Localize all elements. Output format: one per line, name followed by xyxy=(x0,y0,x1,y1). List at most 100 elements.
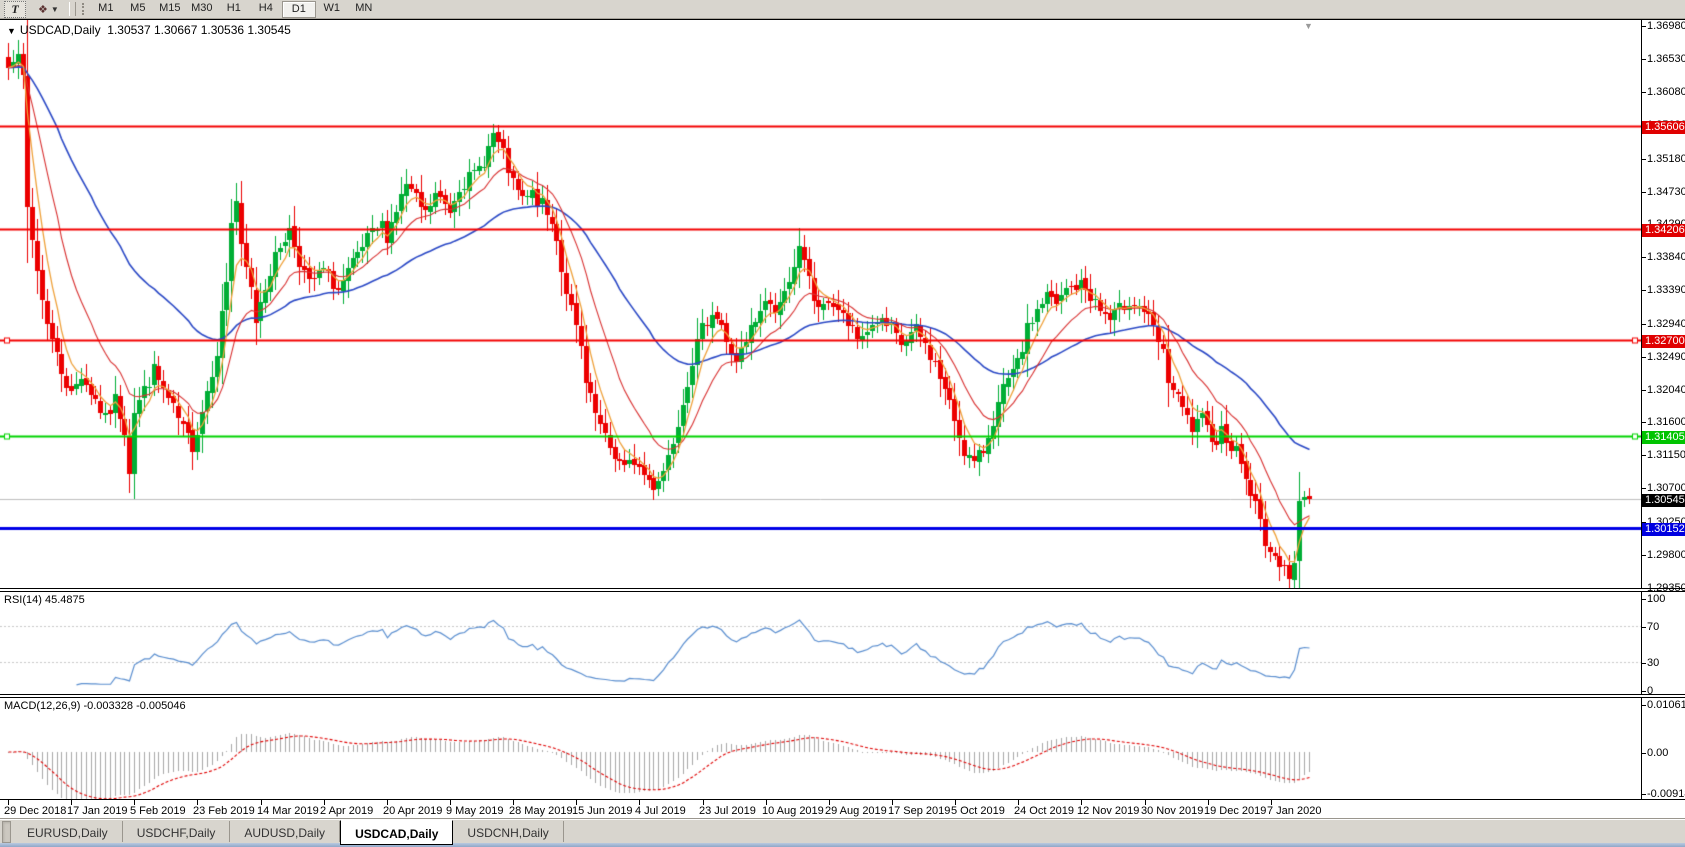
main-plot-area[interactable]: ▼ USDCAD,Daily 1.30537 1.30667 1.30536 1.… xyxy=(0,20,1642,588)
macd-canvas[interactable] xyxy=(0,698,1641,799)
time-tick-label: 17 Jan 2019 xyxy=(67,805,128,817)
time-tick-mark xyxy=(703,800,704,805)
price-tick-mark xyxy=(1642,159,1646,160)
timeframe-button-group: M1 M5 M15 M30 H1 H4 D1 W1 MN xyxy=(90,0,380,18)
macd-plot-area[interactable]: MACD(12,26,9) -0.003328 -0.005046 xyxy=(0,698,1642,799)
time-tick-label: 15 Jun 2019 xyxy=(572,805,633,817)
chart-tab-bar: EURUSD,Daily USDCHF,Daily AUDUSD,Daily USDC… xyxy=(0,818,1685,847)
chart-tab-USDCNH[interactable]: USDCNH,Daily xyxy=(453,821,564,842)
timeframe-button-M1[interactable]: M1 xyxy=(98,2,114,14)
rsi-tick-label: 0 xyxy=(1647,685,1654,697)
time-tick-mark xyxy=(387,800,388,805)
time-tick-label: 12 Nov 2019 xyxy=(1077,805,1140,817)
time-tick-label: 20 Apr 2019 xyxy=(383,805,443,817)
rsi-panel: RSI(14) 45.4875 100 70 30 0 xyxy=(0,591,1685,697)
hline-price-tag-1-30152[interactable]: 1.30152 xyxy=(1642,523,1685,536)
rsi-plot-area[interactable]: RSI(14) 45.4875 xyxy=(0,592,1642,694)
chart-tab-USDCHF[interactable]: USDCHF,Daily xyxy=(123,821,231,842)
timeframe-button-H1[interactable]: H1 xyxy=(226,2,241,14)
price-tick-mark xyxy=(1642,455,1646,456)
macd-panel: MACD(12,26,9) -0.003328 -0.005046 0.0106… xyxy=(0,697,1685,800)
price-tick-mark xyxy=(1642,357,1646,358)
time-tick-label: 17 Sep 2019 xyxy=(888,805,951,817)
timeframe-button-D1[interactable]: D1 xyxy=(281,0,316,18)
price-tick-label: 1.32940 xyxy=(1647,318,1685,330)
time-tick-label: 23 Feb 2019 xyxy=(193,805,255,817)
rsi-tick-label: 70 xyxy=(1647,621,1660,633)
rsi-canvas[interactable] xyxy=(0,592,1641,694)
hline-price-tag-1-32700[interactable]: 1.32700 xyxy=(1642,335,1685,348)
rsi-tick-mark xyxy=(1642,599,1646,600)
time-axis[interactable]: 29 Dec 2018 17 Jan 2019 5 Feb 2019 23 Feb 2… xyxy=(0,800,1685,818)
arrange-charts-button[interactable]: ❖ ▼ xyxy=(32,2,65,17)
time-tick-label: 10 Aug 2019 xyxy=(762,805,824,817)
time-tick-label: 9 May 2019 xyxy=(446,805,504,817)
price-tick-label: 1.32490 xyxy=(1647,351,1685,363)
time-tick-label: 5 Oct 2019 xyxy=(951,805,1005,817)
price-tick-label: 1.31600 xyxy=(1647,416,1685,428)
chart-tab-AUDUSD[interactable]: AUDUSD,Daily xyxy=(230,821,341,842)
timeframe-button-M30[interactable]: M30 xyxy=(191,2,213,14)
macd-label: MACD(12,26,9) -0.003328 -0.005046 xyxy=(4,700,186,712)
timeframe-button-H4[interactable]: H4 xyxy=(258,2,273,14)
timeframe-button-M5[interactable]: M5 xyxy=(130,2,146,14)
time-tick-mark xyxy=(892,800,893,805)
price-tick-mark xyxy=(1642,59,1646,60)
chart-tab-EURUSD[interactable]: EURUSD,Daily xyxy=(13,821,123,842)
price-tick-label: 1.36530 xyxy=(1647,53,1685,65)
macd-tick-mark xyxy=(1642,753,1646,754)
time-tick-label: 28 May 2019 xyxy=(509,805,573,817)
price-tick-label: 1.35180 xyxy=(1647,153,1685,165)
arrange-icon: ❖ xyxy=(38,3,48,16)
hline-price-tag-1-30545[interactable]: 1.30545 xyxy=(1642,494,1685,507)
time-tick-mark xyxy=(261,800,262,805)
timeframe-button-W1[interactable]: W1 xyxy=(323,2,341,14)
time-tick-mark xyxy=(766,800,767,805)
timeframe-button-MN[interactable]: MN xyxy=(355,2,373,14)
toolbar-grip[interactable] xyxy=(81,3,87,15)
time-tick-mark xyxy=(71,800,72,805)
price-tick-label: 1.32040 xyxy=(1647,384,1685,396)
time-tick-label: 7 Jan 2020 xyxy=(1267,805,1322,817)
time-tick-label: 29 Dec 2018 xyxy=(4,805,67,817)
hline-price-tag-1-34206[interactable]: 1.34206 xyxy=(1642,224,1685,237)
time-tick-label: 5 Feb 2019 xyxy=(130,805,186,817)
arrange-dropdown-icon[interactable]: ▼ xyxy=(50,4,59,14)
main-chart-canvas[interactable] xyxy=(0,20,1641,588)
price-tick-mark xyxy=(1642,290,1646,291)
rsi-tick-label: 100 xyxy=(1647,593,1666,605)
symbol-dropdown-icon[interactable]: ▼ xyxy=(7,26,16,36)
price-tick-label: 1.29800 xyxy=(1647,549,1685,561)
tab-splitter-handle[interactable] xyxy=(2,821,11,843)
time-tick-label: 14 Mar 2019 xyxy=(257,805,319,817)
time-tick-mark xyxy=(1081,800,1082,805)
price-tick-label: 1.33840 xyxy=(1647,251,1685,263)
hline-price-tag-1-35606[interactable]: 1.35606 xyxy=(1642,121,1685,134)
chart-shift-icon[interactable]: ▼ xyxy=(1304,21,1313,31)
price-tick-label: 1.34730 xyxy=(1647,186,1685,198)
price-tick-mark xyxy=(1642,324,1646,325)
main-chart-panel: ▼ USDCAD,Daily 1.30537 1.30667 1.30536 1.… xyxy=(0,19,1685,594)
hline-price-tag-1-31405[interactable]: 1.31405 xyxy=(1642,431,1685,444)
macd-tick-label: -0.009181 xyxy=(1647,788,1685,800)
time-tick-mark xyxy=(8,800,9,805)
macd-tick-label: 0.00 xyxy=(1647,747,1669,759)
chart-tab-USDCAD[interactable]: USDCAD,Daily xyxy=(340,820,454,845)
price-tick-label: 1.30700 xyxy=(1647,482,1685,494)
text-tool-button[interactable]: T xyxy=(4,0,26,18)
rsi-tick-mark xyxy=(1642,663,1646,664)
price-tick-mark xyxy=(1642,422,1646,423)
price-tick-mark xyxy=(1642,588,1646,589)
rsi-label: RSI(14) 45.4875 xyxy=(4,594,85,606)
time-tick-mark xyxy=(955,800,956,805)
rsi-tick-label: 30 xyxy=(1647,657,1660,669)
time-tick-mark xyxy=(134,800,135,805)
timeframe-button-M15[interactable]: M15 xyxy=(159,2,181,14)
price-tick-mark xyxy=(1642,92,1646,93)
time-tick-label: 4 Jul 2019 xyxy=(635,805,686,817)
toolbar-separator xyxy=(68,2,76,16)
time-tick-label: 24 Oct 2019 xyxy=(1014,805,1074,817)
price-tick-label: 1.36980 xyxy=(1647,20,1685,32)
time-tick-mark xyxy=(513,800,514,805)
